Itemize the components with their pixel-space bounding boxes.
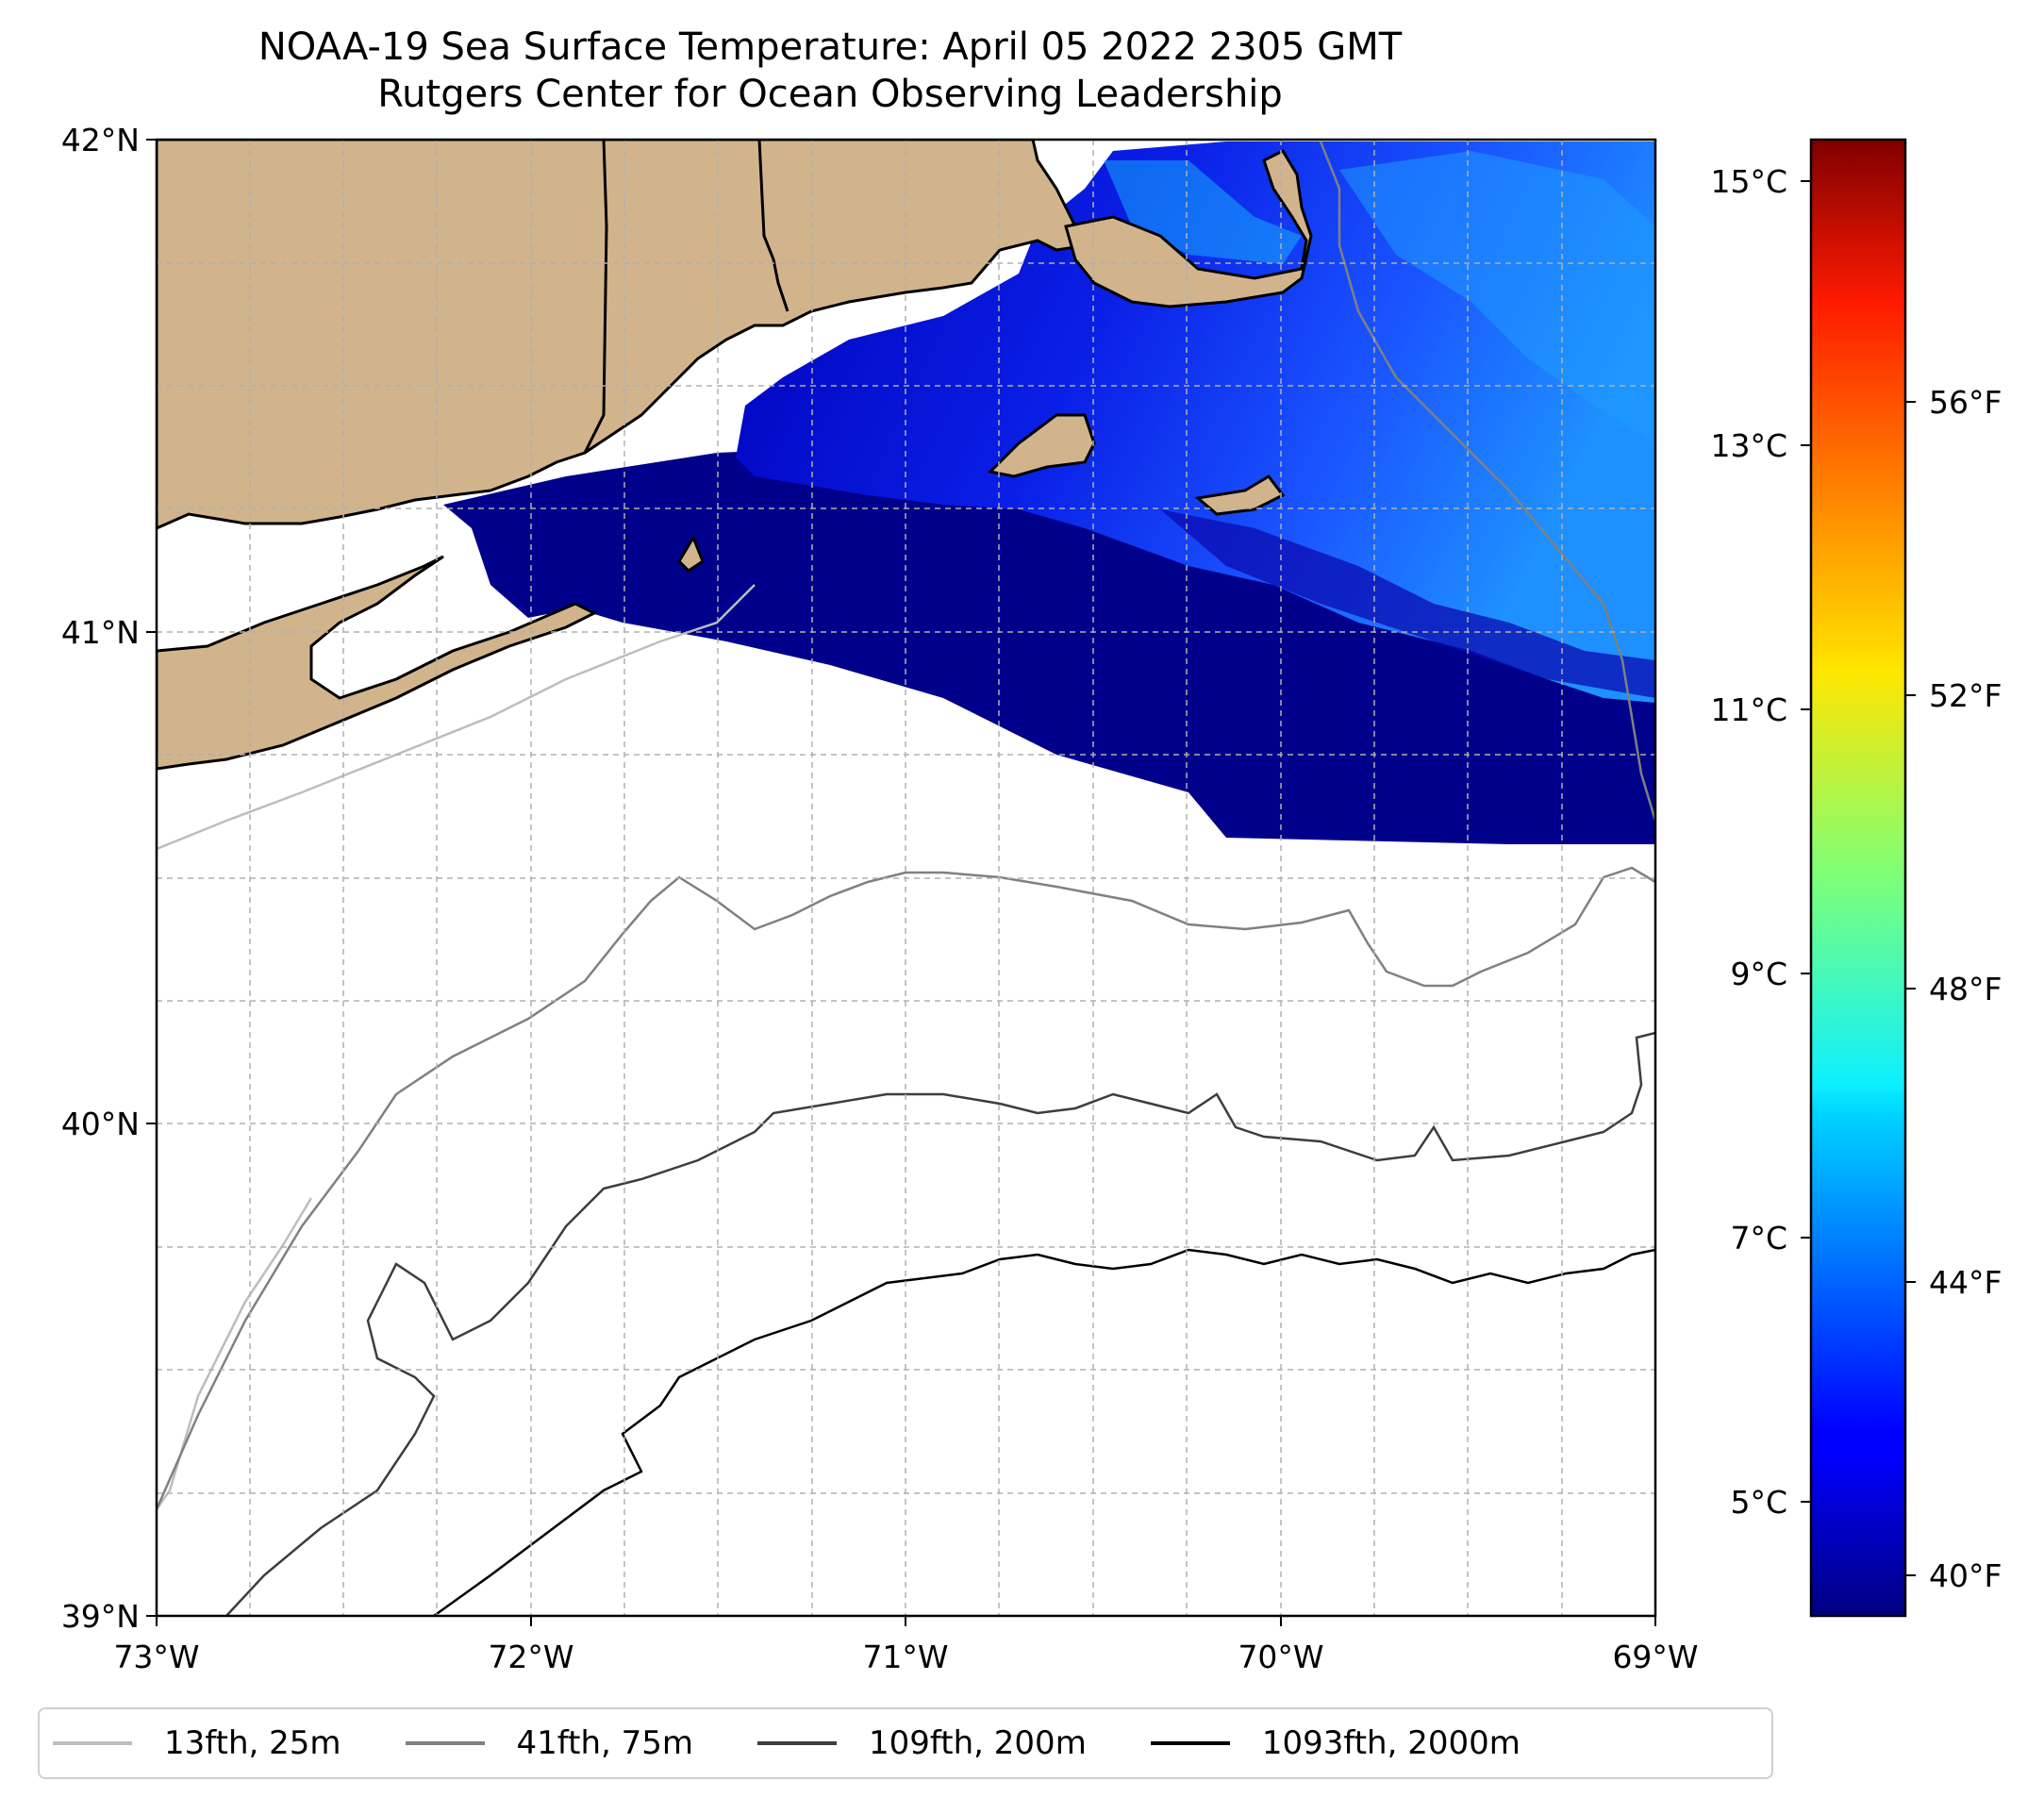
lon-tick-label: 73°W bbox=[113, 1639, 199, 1675]
contour-legend: 13fth, 25m 41fth, 75m 109fth, 200m 1093f… bbox=[38, 1707, 1773, 1779]
legend-swatch-75m bbox=[405, 1741, 485, 1745]
colorbar-f-label: 44°F bbox=[1929, 1264, 2002, 1301]
legend-item: 13fth, 25m bbox=[53, 1724, 341, 1762]
gridlines bbox=[157, 140, 1655, 1616]
legend-label: 1093fth, 2000m bbox=[1261, 1724, 1521, 1762]
chart-subtitle: Rutgers Center for Ocean Observing Leade… bbox=[377, 73, 1283, 116]
lat-tick-label: 40°N bbox=[61, 1106, 140, 1142]
lat-tick-label: 42°N bbox=[61, 122, 140, 158]
colorbar-f-label: 40°F bbox=[1929, 1557, 2002, 1594]
lat-tick-label: 41°N bbox=[61, 614, 140, 651]
lat-tick-label: 39°N bbox=[61, 1598, 140, 1635]
lon-tick-label: 69°W bbox=[1612, 1639, 1698, 1675]
legend-swatch-200m bbox=[757, 1741, 838, 1745]
lon-tick-label: 71°W bbox=[862, 1639, 948, 1675]
contour-2000m bbox=[433, 1248, 1655, 1616]
sst-light-patch bbox=[1339, 151, 1655, 443]
contour-75m-shelf bbox=[1319, 141, 1655, 822]
legend-item: 109fth, 200m bbox=[757, 1724, 1087, 1762]
colorbar-c-label: 11°C bbox=[1710, 691, 1787, 728]
colorbar-f-label: 52°F bbox=[1929, 677, 2002, 714]
land-marthas-vineyard bbox=[987, 413, 1096, 478]
contour-75m bbox=[157, 866, 1655, 1510]
colorbar-f-ticks bbox=[1905, 401, 1916, 1576]
colorbar-c-label: 9°C bbox=[1730, 956, 1787, 992]
chart-title: NOAA-19 Sea Surface Temperature: April 0… bbox=[258, 25, 1403, 69]
colorbar-c-label: 13°C bbox=[1710, 427, 1787, 464]
legend-swatch-25m bbox=[53, 1741, 132, 1745]
axis-ticks bbox=[146, 139, 1656, 1626]
legend-label: 41fth, 75m bbox=[516, 1724, 694, 1762]
land-new-england bbox=[157, 140, 1077, 530]
colorbar-c-ticks bbox=[1801, 180, 1811, 1503]
lon-tick-label: 72°W bbox=[488, 1639, 573, 1675]
land-cape-cod bbox=[1064, 149, 1313, 308]
legend-item: 1093fth, 2000m bbox=[1150, 1724, 1521, 1762]
colorbar-f-label: 48°F bbox=[1929, 971, 2002, 1007]
land-long-island bbox=[157, 555, 598, 771]
state-border bbox=[757, 140, 789, 312]
colorbar-c-label: 15°C bbox=[1710, 163, 1787, 200]
contour-200m bbox=[225, 1031, 1655, 1616]
colorbar-c-label: 5°C bbox=[1730, 1484, 1787, 1521]
colorbar bbox=[1809, 138, 1907, 1618]
legend-label: 109fth, 200m bbox=[869, 1724, 1087, 1762]
legend-item: 41fth, 75m bbox=[405, 1724, 694, 1762]
sst-dark-band bbox=[1160, 509, 1655, 698]
land-block-island bbox=[677, 534, 705, 573]
lon-tick-label: 70°W bbox=[1238, 1639, 1323, 1675]
sst-warm-region bbox=[736, 141, 1655, 703]
land-nantucket bbox=[1194, 474, 1286, 516]
state-border bbox=[583, 140, 608, 454]
legend-swatch-2000m bbox=[1150, 1741, 1230, 1745]
colorbar-f-label: 56°F bbox=[1929, 384, 2002, 421]
legend-label: 13fth, 25m bbox=[164, 1724, 341, 1762]
sst-light-patch bbox=[1104, 160, 1302, 264]
colorbar-c-label: 7°C bbox=[1730, 1220, 1787, 1256]
